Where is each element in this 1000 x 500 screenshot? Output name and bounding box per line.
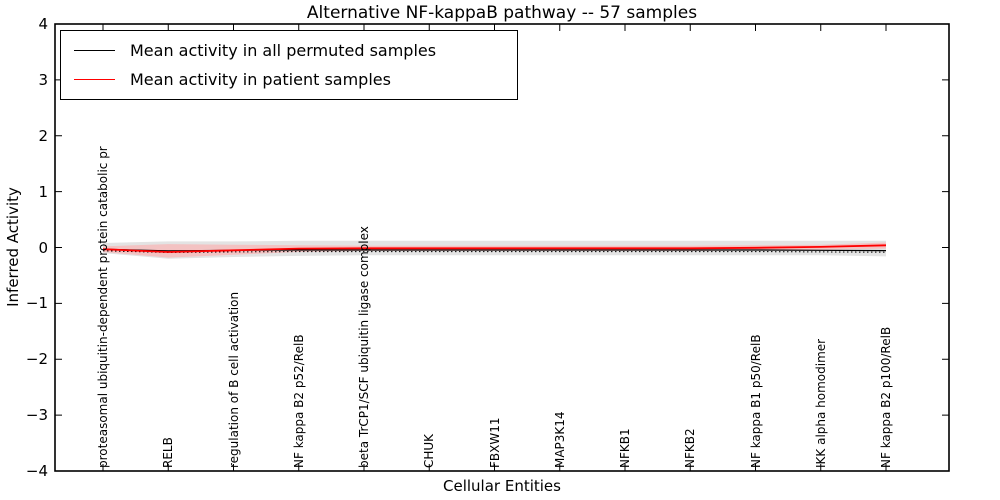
legend-item-permuted: Mean activity in all permuted samples [74,41,517,60]
legend-label-permuted: Mean activity in all permuted samples [130,41,437,60]
x-tick-label: FBXW11 [487,417,502,469]
x-tick-label: CHUK [422,433,437,468]
patient-mean-line [102,244,887,253]
y-tick-label: −3 [25,406,48,425]
y-tick-label: −4 [25,462,48,480]
x-tick-label: NF kappa B1 p50/RelB [748,334,763,468]
x-tick-label: NF kappa B2 p52/RelB [291,334,306,468]
y-tick-label: −1 [25,294,48,313]
y-tick-label: 4 [38,15,48,33]
y-tick-label: 3 [38,70,48,89]
x-tick-label: IKK alpha homodimer [813,338,828,468]
permuted-dotted-line [102,250,887,254]
x-tick-label: NFKB2 [683,428,698,468]
permuted-line-swatch [74,50,115,51]
chart-title: Alternative NF-kappaB pathway -- 57 samp… [306,3,698,23]
x-tick-label: NFKB1 [618,428,632,468]
legend-label-patient: Mean activity in patient samples [130,70,391,89]
x-tick-label: beta TrCP1/SCF ubiquitin ligase complex [357,226,371,468]
legend-item-patient: Mean activity in patient samples [74,70,517,89]
y-tick-label: 0 [38,238,48,257]
x-tick-label: NF kappa B2 p100/RelB [879,326,893,468]
x-tick-label: proteasomal ubiquitin-dependent protein … [96,146,110,468]
y-tick-label: 1 [38,182,48,201]
x-axis-label: Cellular Entities [443,477,561,495]
y-tick-label: 2 [38,126,48,145]
x-tick-label: RELB [161,437,176,468]
y-tick-label: −2 [25,350,48,369]
x-tick-label: regulation of B cell activation [226,291,241,468]
x-tick-label: MAP3K14 [552,411,567,468]
patient-line-swatch [74,79,115,80]
legend-box: Mean activity in all permuted samples Me… [60,30,518,100]
